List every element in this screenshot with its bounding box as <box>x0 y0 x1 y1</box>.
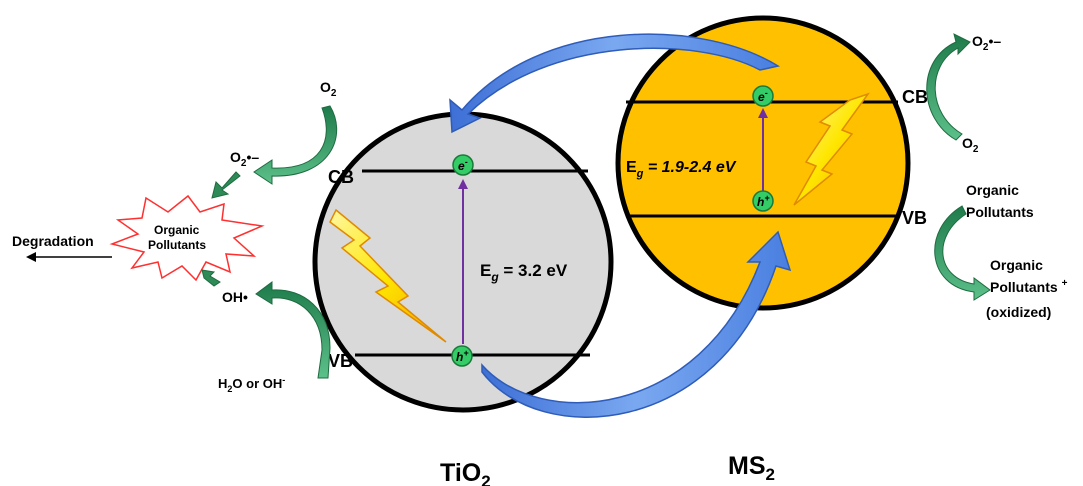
tio2-cb-label: CB <box>328 167 354 187</box>
ms2-eg-prefix: E <box>626 159 637 176</box>
right-oxidized-line3: (oxidized) <box>986 304 1051 320</box>
h2o-h: H <box>218 376 227 391</box>
right-superoxide-radical: •– <box>988 33 1001 49</box>
h2o-sup: - <box>282 375 285 385</box>
tio2-name: TiO <box>440 459 481 486</box>
left-o2-sub: 2 <box>331 88 337 99</box>
tio2-eg-value: = 3.2 eV <box>499 261 568 280</box>
tio2-particle: e- h+ Eg = 3.2 eV <box>315 114 611 410</box>
tio2-hole-label: h <box>456 350 463 364</box>
superoxide-to-pollutant-arrow <box>212 172 240 198</box>
tio2-electron-sup: - <box>465 157 468 167</box>
svg-text:MS2: MS2 <box>728 452 775 484</box>
left-superoxide: O <box>230 149 241 165</box>
right-o2-reduction-arrow <box>927 34 970 140</box>
degradation-label: Degradation <box>12 233 94 249</box>
ms2-vb-label: VB <box>902 208 927 228</box>
left-o2: O <box>320 79 331 95</box>
ms2-hole-label: h <box>757 195 764 209</box>
ms2-cb-label: CB <box>902 87 928 107</box>
tio2-vb-label: VB <box>328 351 353 371</box>
right-oxidized-line2: Pollutants <box>990 279 1058 295</box>
ms2-eg-value: = 1.9-2.4 eV <box>643 159 736 176</box>
ms2-hole-sup: + <box>764 193 770 203</box>
hydroxyl-to-pollutant-arrow <box>202 270 220 286</box>
svg-text:O2•–: O2•– <box>230 149 259 169</box>
right-superoxide: O <box>972 33 983 49</box>
o2-reduction-arrow <box>254 106 337 184</box>
right-pollutant-line2: Pollutants <box>966 204 1034 220</box>
hydroxyl-label: OH• <box>222 289 248 305</box>
h2o-rest: O or OH <box>232 376 282 391</box>
pollutant-oxidation-arrow <box>935 206 990 300</box>
tio2-name-sub: 2 <box>481 472 490 486</box>
left-superoxide-radical: •– <box>246 149 259 165</box>
svg-text:Pollutants+: Pollutants + <box>990 278 1068 295</box>
right-pollutant-line1: Organic <box>966 182 1019 198</box>
svg-text:H2O or OH-: H2O or OH- <box>218 375 285 394</box>
tio2-hole-sup: + <box>463 348 469 358</box>
ms2-name-sub: 2 <box>766 465 775 484</box>
svg-text:O2: O2 <box>320 79 337 99</box>
right-o2: O <box>962 135 973 151</box>
left-pollutant-line1: Organic <box>154 223 200 237</box>
left-pollutant-line2: Pollutants <box>148 238 206 252</box>
ms2-name: MS <box>728 452 766 480</box>
tio2-eg-prefix: E <box>480 261 491 280</box>
degradation-arrowhead <box>26 252 36 262</box>
ms2-electron-sup: - <box>765 88 768 98</box>
right-oxidized-line1: Organic <box>990 257 1043 273</box>
svg-text:TiO2: TiO2 <box>440 459 491 486</box>
svg-text:O2: O2 <box>962 135 979 155</box>
right-oxidized-sup: + <box>1062 278 1068 289</box>
right-o2-sub: 2 <box>973 144 979 155</box>
svg-text:O2•–: O2•– <box>972 33 1001 53</box>
